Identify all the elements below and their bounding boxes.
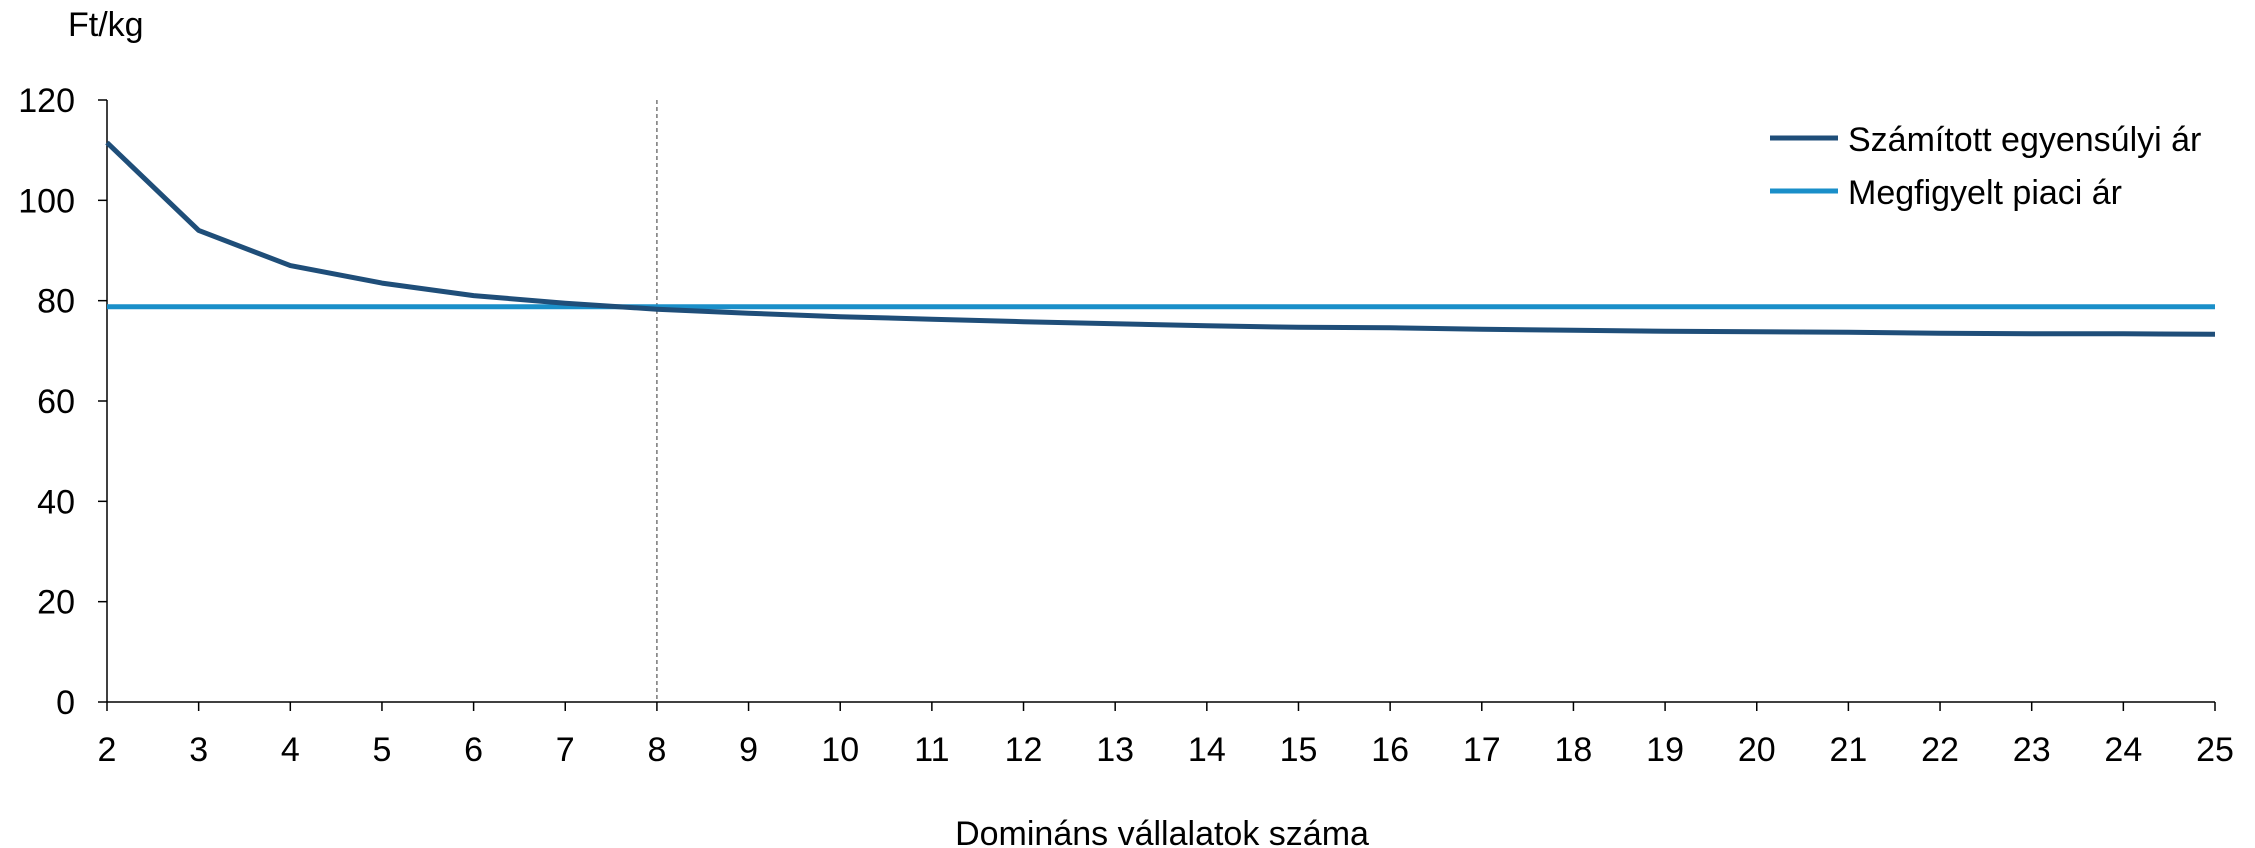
x-tick-label: 13: [1096, 731, 1134, 769]
x-tick-label: 15: [1280, 731, 1318, 769]
x-tick-label: 6: [464, 731, 483, 769]
x-axis-ticks: 2 3 4 5 6 7 8 9 10 11 12 13 14 15 16 17 18 19 20 21 22 23 24 25: [98, 702, 2234, 769]
x-tick-label: 12: [1005, 731, 1043, 769]
x-tick-label: 4: [281, 731, 300, 769]
x-tick-label: 3: [189, 731, 208, 769]
legend: Számított egyensúlyi ár Megfigyelt piaci…: [1770, 121, 2201, 212]
x-tick-label: 20: [1738, 731, 1776, 769]
y-tick-label: 20: [37, 584, 75, 622]
x-tick-label: 7: [556, 731, 575, 769]
x-tick-label: 21: [1829, 731, 1867, 769]
y-axis-title: Ft/kg: [68, 6, 144, 44]
y-tick-label: 60: [37, 383, 75, 421]
x-axis-title: Domináns vállalatok száma: [955, 815, 1369, 848]
y-tick-label: 100: [18, 182, 75, 220]
x-tick-label: 24: [2104, 731, 2142, 769]
x-tick-label: 11: [914, 731, 949, 769]
series-line-1: [105, 140, 2216, 337]
legend-label-series-2: Megfigyelt piaci ár: [1848, 174, 2122, 212]
x-tick-label: 10: [821, 731, 859, 769]
x-tick-label: 18: [1555, 731, 1593, 769]
x-tick-label: 9: [739, 731, 758, 769]
series-layer: [105, 140, 2216, 337]
x-tick-label: 17: [1463, 731, 1501, 769]
x-tick-label: 23: [2013, 731, 2051, 769]
x-tick-label: 5: [372, 731, 391, 769]
legend-label-series-1: Számított egyensúlyi ár: [1848, 121, 2201, 159]
x-tick-label: 22: [1921, 731, 1959, 769]
x-tick-label: 2: [98, 731, 117, 769]
y-tick-label: 120: [18, 82, 75, 120]
y-axis-ticks: 0 20 40 60 80 100 120: [18, 82, 107, 722]
x-tick-label: 25: [2196, 731, 2234, 769]
y-tick-label: 0: [56, 684, 75, 722]
y-tick-label: 80: [37, 283, 75, 321]
x-tick-label: 14: [1188, 731, 1226, 769]
x-tick-label: 8: [647, 731, 666, 769]
x-tick-label: 16: [1371, 731, 1409, 769]
x-tick-label: 19: [1646, 731, 1684, 769]
y-tick-label: 40: [37, 483, 75, 521]
